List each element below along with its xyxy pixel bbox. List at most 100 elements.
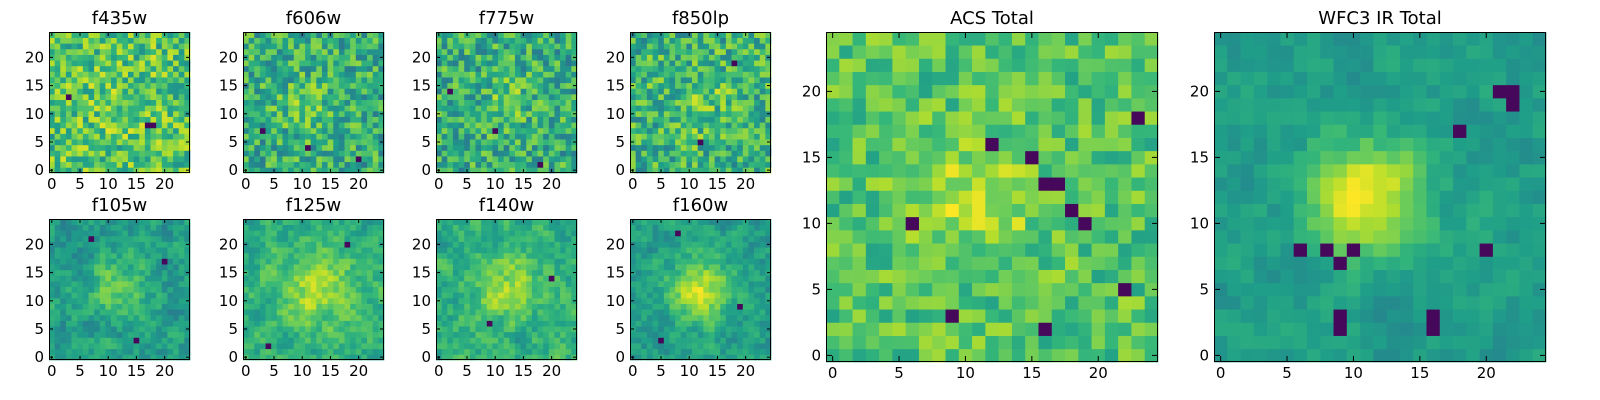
heatmap-cell bbox=[680, 167, 687, 174]
heatmap-cell bbox=[60, 348, 67, 355]
heatmap-cell bbox=[259, 258, 266, 265]
heatmap-cell bbox=[259, 37, 266, 44]
heatmap-cell bbox=[133, 275, 140, 282]
heatmap-cell bbox=[503, 77, 510, 84]
heatmap-cell bbox=[99, 286, 106, 293]
heatmap-cell bbox=[708, 348, 715, 355]
heatmap-cell bbox=[316, 54, 323, 61]
heatmap-cell bbox=[167, 77, 174, 84]
heatmap-cell bbox=[99, 241, 106, 248]
heatmap-cell bbox=[316, 224, 323, 231]
heatmap-cell bbox=[475, 105, 482, 112]
heatmap-cell bbox=[703, 303, 710, 310]
heatmap-cell bbox=[111, 331, 118, 338]
heatmap-cell bbox=[503, 275, 510, 282]
heatmap-cell bbox=[458, 60, 465, 67]
heatmap-cell bbox=[759, 139, 766, 146]
heatmap-cell bbox=[299, 224, 306, 231]
heatmap-cell bbox=[531, 37, 538, 44]
heatmap-cell bbox=[565, 269, 572, 276]
heatmap-cell bbox=[514, 354, 521, 361]
heatmap-cell bbox=[560, 167, 567, 174]
heatmap-cell bbox=[355, 247, 362, 254]
heatmap-cell bbox=[748, 71, 755, 78]
heatmap-cell bbox=[759, 309, 766, 316]
heatmap-cell bbox=[350, 37, 357, 44]
heatmap-cell bbox=[509, 60, 516, 67]
heatmap-cell bbox=[60, 32, 67, 38]
panel-title: f850lp bbox=[672, 8, 729, 29]
heatmap-cell bbox=[99, 264, 106, 271]
heatmap-cell bbox=[105, 77, 112, 84]
heatmap-cell bbox=[105, 286, 112, 293]
heatmap-cell bbox=[167, 133, 174, 140]
heatmap-cell bbox=[441, 144, 448, 151]
heatmap-cell bbox=[520, 337, 527, 344]
heatmap-cell bbox=[748, 105, 755, 112]
heatmap-cell bbox=[548, 252, 555, 259]
heatmap-cell bbox=[338, 88, 345, 95]
heatmap-cell bbox=[82, 144, 89, 151]
heatmap-cell bbox=[60, 116, 67, 123]
heatmap-cell bbox=[464, 133, 471, 140]
heatmap-cell bbox=[161, 235, 168, 242]
heatmap-cell bbox=[139, 150, 146, 157]
heatmap-cell bbox=[714, 343, 721, 350]
heatmap-cell bbox=[305, 314, 312, 321]
heatmap-cell bbox=[88, 71, 95, 78]
heatmap-cell bbox=[316, 331, 323, 338]
heatmap-cell bbox=[560, 54, 567, 61]
heatmap-cell bbox=[105, 326, 112, 333]
heatmap-cell bbox=[271, 150, 278, 157]
heatmap-cell bbox=[372, 281, 379, 288]
heatmap-cell bbox=[697, 292, 704, 299]
heatmap-cell bbox=[144, 241, 151, 248]
heatmap-cell bbox=[520, 241, 527, 248]
heatmap-cell bbox=[293, 82, 300, 89]
heatmap-cell bbox=[321, 292, 328, 299]
heatmap-cell bbox=[60, 150, 67, 157]
heatmap-cell bbox=[178, 82, 185, 89]
heatmap-cell bbox=[276, 281, 283, 288]
heatmap-cell bbox=[754, 309, 761, 316]
heatmap-cell bbox=[548, 105, 555, 112]
heatmap-cell bbox=[531, 122, 538, 129]
heatmap-cell bbox=[367, 230, 374, 237]
heatmap-cell bbox=[282, 156, 289, 163]
heatmap-cell bbox=[492, 122, 499, 129]
heatmap-cell bbox=[184, 48, 191, 55]
heatmap-cell bbox=[458, 48, 465, 55]
heatmap-cell bbox=[156, 71, 163, 78]
heatmap-cell bbox=[150, 99, 157, 106]
heatmap-cell bbox=[99, 303, 106, 310]
heatmap-cell bbox=[293, 314, 300, 321]
heatmap-cell bbox=[675, 348, 682, 355]
heatmap-cell bbox=[663, 82, 670, 89]
heatmap-cell bbox=[669, 99, 676, 106]
heatmap-cell bbox=[82, 110, 89, 117]
heatmap-cell bbox=[652, 43, 659, 50]
heatmap-cell bbox=[321, 258, 328, 265]
heatmap-cell bbox=[452, 224, 459, 231]
heatmap-cell bbox=[327, 88, 334, 95]
heatmap-cell bbox=[271, 286, 278, 293]
heatmap-cell bbox=[759, 71, 766, 78]
heatmap-cell bbox=[54, 354, 61, 361]
heatmap-cell bbox=[60, 326, 67, 333]
heatmap-cell bbox=[646, 71, 653, 78]
heatmap-cell bbox=[282, 252, 289, 259]
heatmap-cell bbox=[708, 54, 715, 61]
heatmap-cell bbox=[503, 156, 510, 163]
heatmap-cell bbox=[321, 309, 328, 316]
heatmap-cell bbox=[116, 309, 123, 316]
heatmap-cell bbox=[71, 32, 78, 38]
heatmap-cell bbox=[367, 343, 374, 350]
heatmap-cell bbox=[282, 224, 289, 231]
heatmap-cell bbox=[526, 326, 533, 333]
heatmap-cell bbox=[77, 122, 84, 129]
heatmap-cell bbox=[178, 167, 185, 174]
heatmap-cell bbox=[452, 337, 459, 344]
heatmap-cell bbox=[243, 264, 249, 271]
heatmap-cell bbox=[526, 252, 533, 259]
